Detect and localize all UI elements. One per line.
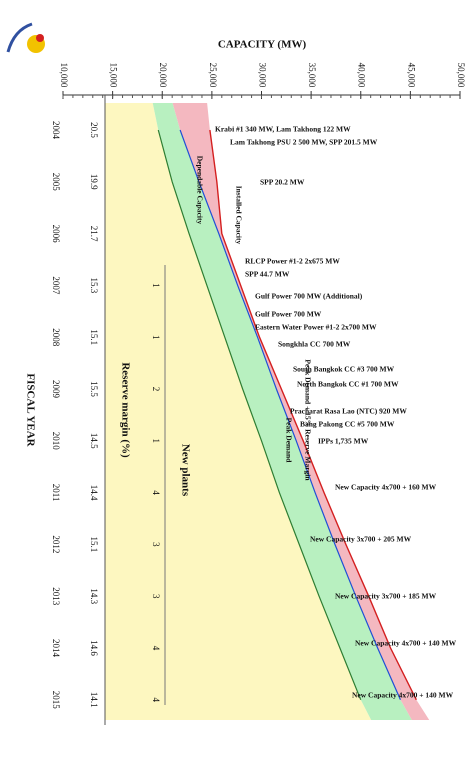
annotation: New Capacity 4x700 + 160 MW [335, 483, 437, 492]
reserve-area [152, 103, 412, 720]
x-axis-title: CAPACITY (MW) [218, 39, 307, 51]
new-plants: 4 [151, 646, 161, 651]
reserve-margin: 15.5 [89, 381, 99, 397]
annotation: RLCP Power #1-2 2x675 MW [245, 257, 340, 266]
demand-area [105, 103, 372, 720]
annotation: Pracharat Rasa Lao (NTC) 920 MW [290, 407, 407, 416]
y-tick-label: 2010 [51, 432, 61, 451]
new-plants: 3 [151, 594, 161, 599]
reserve-margin-title: Reserve margin (%) [119, 362, 131, 458]
new-plants: 4 [151, 698, 161, 703]
y-tick-label: 2011 [51, 484, 61, 502]
x-tick-label: 20,000 [158, 63, 168, 88]
reserve-margin: 14.3 [89, 588, 99, 604]
y-tick-label: 2015 [51, 691, 61, 710]
x-tick-label: 45,000 [406, 63, 416, 88]
y-tick-label: 2008 [51, 328, 61, 347]
reserve-margin: 19.9 [89, 174, 99, 190]
annotation: New Capacity 3x700 + 205 MW [310, 535, 412, 544]
annotation: Bang Pakong CC #5 700 MW [300, 420, 395, 429]
annotation: SPP 44.7 MW [245, 270, 290, 279]
y-tick-label: 2014 [51, 639, 61, 658]
x-tick-label: 30,000 [257, 63, 267, 88]
new-plants: 4 [151, 490, 161, 495]
y-tick-label: 2004 [51, 121, 61, 140]
series-line [157, 129, 362, 701]
annotation: Gulf Power 700 MW [255, 310, 322, 319]
annotation: New Capacity 4x700 + 140 MW [352, 691, 454, 700]
reserve-margin: 15.1 [89, 537, 99, 553]
annotation: South Bangkok CC #3 700 MW [293, 365, 395, 374]
annotation: SPP 20.2 MW [260, 178, 305, 187]
annotation: New Capacity 4x700 + 140 MW [355, 639, 457, 648]
reserve-margin: 21.7 [89, 226, 99, 242]
reserve-margin: 14.6 [89, 640, 99, 656]
reserve-margin: 14.4 [89, 485, 99, 501]
plot-background [105, 103, 430, 720]
y-tick-label: 2013 [51, 587, 61, 606]
y-tick-label: 2005 [51, 173, 61, 192]
reserve-margin: 14.1 [89, 692, 99, 708]
series-label: Peak Demand [284, 418, 293, 464]
x-tick-label: 25,000 [208, 63, 218, 88]
y-tick-label: 2006 [51, 225, 61, 244]
series-label: Dependable Capacity [195, 156, 204, 225]
new-plants: 1 [151, 335, 161, 340]
annotation: Eastern Water Power #1-2 2x700 MW [255, 323, 377, 332]
series-label: Peak Demand + 15% Reserve Margin [303, 359, 312, 481]
annotation: Krabi #1 340 MW, Lam Takhong 122 MW [215, 125, 351, 134]
annotation: IPPs 1,735 MW [318, 437, 369, 446]
x-tick-label: 15,000 [109, 63, 119, 88]
reserve-margin: 15.1 [89, 329, 99, 345]
y-axis-title: FISCAL YEAR [24, 373, 36, 447]
new-plants: 1 [151, 439, 161, 444]
y-tick-label: 2007 [51, 276, 61, 295]
reserve-margin: 14.5 [89, 433, 99, 449]
annotation: Songkhla CC 700 MW [278, 340, 351, 349]
x-tick-label: 40,000 [357, 63, 367, 88]
reserve-margin: 20.5 [89, 122, 99, 138]
margin-area [172, 103, 430, 720]
x-tick-label: 10,000 [59, 63, 69, 88]
y-tick-label: 2009 [51, 380, 61, 399]
series-line [179, 129, 401, 701]
series-line [209, 129, 417, 701]
series-label: Installed Capacity [234, 186, 243, 245]
annotation: New Capacity 3x700 + 185 MW [335, 592, 437, 601]
x-tick-label: 35,000 [307, 63, 317, 88]
new-plants: 3 [151, 542, 161, 547]
annotation: Gulf Power 700 MW (Additional) [255, 292, 363, 301]
new-plants-title: New plants [179, 444, 191, 497]
logo [6, 22, 45, 53]
x-tick-label: 50,000 [456, 63, 466, 88]
annotation: Lam Takhong PSU 2 500 MW, SPP 201.5 MW [230, 138, 378, 147]
y-tick-label: 2012 [51, 535, 61, 553]
annotation: North Bangkok CC #1 700 MW [297, 380, 399, 389]
new-plants: 1 [151, 283, 161, 288]
new-plants: 2 [151, 387, 161, 392]
reserve-margin: 15.3 [89, 278, 99, 294]
